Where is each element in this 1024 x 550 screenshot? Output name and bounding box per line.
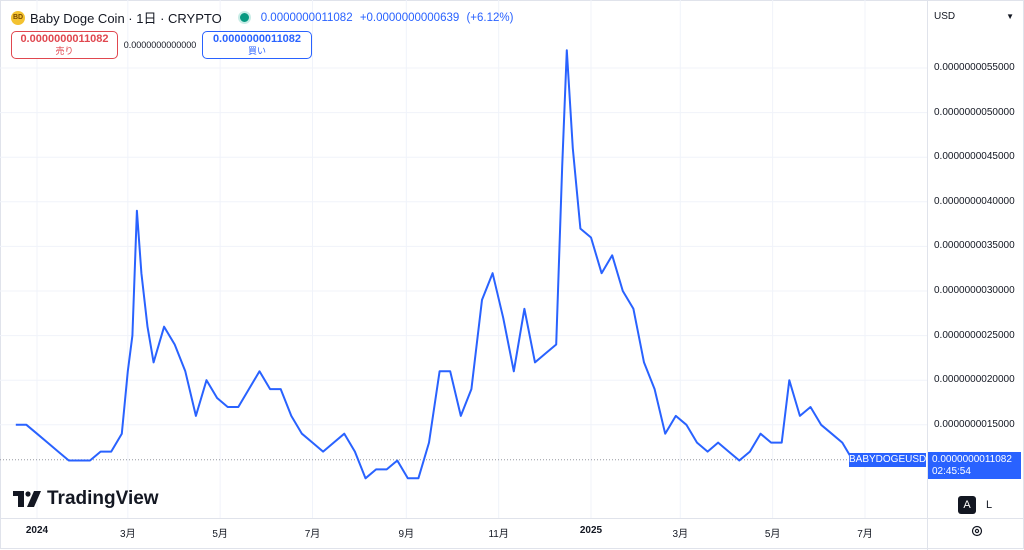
- legend-values: 0.0000000011082 +0.0000000000639 (+6.12%…: [261, 12, 518, 24]
- time-tick-label: 2024: [25, 525, 49, 536]
- time-tick-label: 3月: [120, 529, 136, 540]
- time-tick-label: 5月: [764, 529, 781, 540]
- tradingview-logo-icon: [13, 491, 41, 507]
- price-tick-label: 0.0000000025000: [934, 329, 1015, 341]
- market-status-icon: [237, 11, 251, 24]
- log-scale-button[interactable]: L: [985, 499, 993, 511]
- price-tick-label: 0.0000000030000: [934, 285, 1015, 296]
- price-series-line[interactable]: [15, 49, 854, 480]
- price-tick-label: 0.0000000040000: [934, 195, 1015, 207]
- price-tick-label: 0.0000000055000: [934, 62, 1015, 73]
- time-tick-label: 5月: [212, 529, 228, 540]
- chevron-down-icon: ▼: [1006, 11, 1014, 21]
- gear-icon[interactable]: [971, 525, 983, 540]
- change-percent: (+6.12%): [466, 11, 514, 24]
- sell-price: 0.0000000011082: [20, 33, 109, 45]
- symbol-legend[interactable]: BD Baby Doge Coin · 1日 · CRYPTO 0.000000…: [11, 8, 517, 27]
- price-chart[interactable]: [0, 0, 927, 518]
- coin-icon: BD: [11, 10, 25, 25]
- time-scale[interactable]: [0, 518, 927, 550]
- sell-button[interactable]: 0.0000000011082 売り: [11, 31, 118, 59]
- price-tick-label: 0.0000000020000: [934, 374, 1015, 386]
- sell-label: 売り: [55, 46, 74, 56]
- price-tick-label: 0.0000000035000: [934, 240, 1015, 252]
- trade-panel: 0.0000000011082 売り 0.0000000000000 0.000…: [11, 31, 312, 59]
- currency-selector[interactable]: USD ▼: [930, 6, 1020, 26]
- auto-scale-button[interactable]: A: [958, 496, 976, 514]
- symbol-title[interactable]: Baby Doge Coin · 1日 · CRYPTO: [30, 11, 222, 26]
- time-tick-label: 11月: [488, 529, 509, 540]
- currency-label: USD: [934, 10, 956, 22]
- price-tick-label: 0.0000000045000: [934, 151, 1015, 163]
- last-price-label: 0.0000000011082: [932, 453, 1012, 465]
- time-tick-label: 3月: [672, 529, 689, 540]
- change-value: +0.0000000000639: [359, 11, 460, 24]
- price-tick-label: 0.0000000015000: [934, 418, 1015, 430]
- price-scale[interactable]: [927, 0, 1024, 518]
- time-tick-label: 2025: [579, 525, 603, 536]
- time-tick-label: 7月: [304, 529, 321, 540]
- logo-text: TradingView: [47, 488, 159, 509]
- countdown-label: 02:45:54: [932, 465, 971, 477]
- price-tick-label: 0.0000000050000: [934, 106, 1015, 118]
- scale-mode-toggles: A L: [958, 496, 998, 514]
- scale-corner: [927, 518, 1024, 550]
- last-price-marker: 0.0000000011082 02:45:54: [928, 451, 1021, 479]
- symbol-tag: BABYDOGEUSD: [849, 452, 927, 467]
- time-tick-label: 7月: [857, 529, 873, 540]
- chart-plot-area[interactable]: [0, 0, 927, 518]
- last-price-value: 0.0000000011082: [260, 11, 353, 24]
- tradingview-logo[interactable]: TradingView: [13, 488, 159, 510]
- buy-price: 0.0000000011082: [212, 33, 302, 45]
- spread-value: 0.0000000000000: [123, 40, 197, 50]
- buy-label: 買い: [247, 46, 266, 56]
- buy-button[interactable]: 0.0000000011082 買い: [202, 31, 312, 59]
- time-tick-label: 9月: [398, 529, 415, 540]
